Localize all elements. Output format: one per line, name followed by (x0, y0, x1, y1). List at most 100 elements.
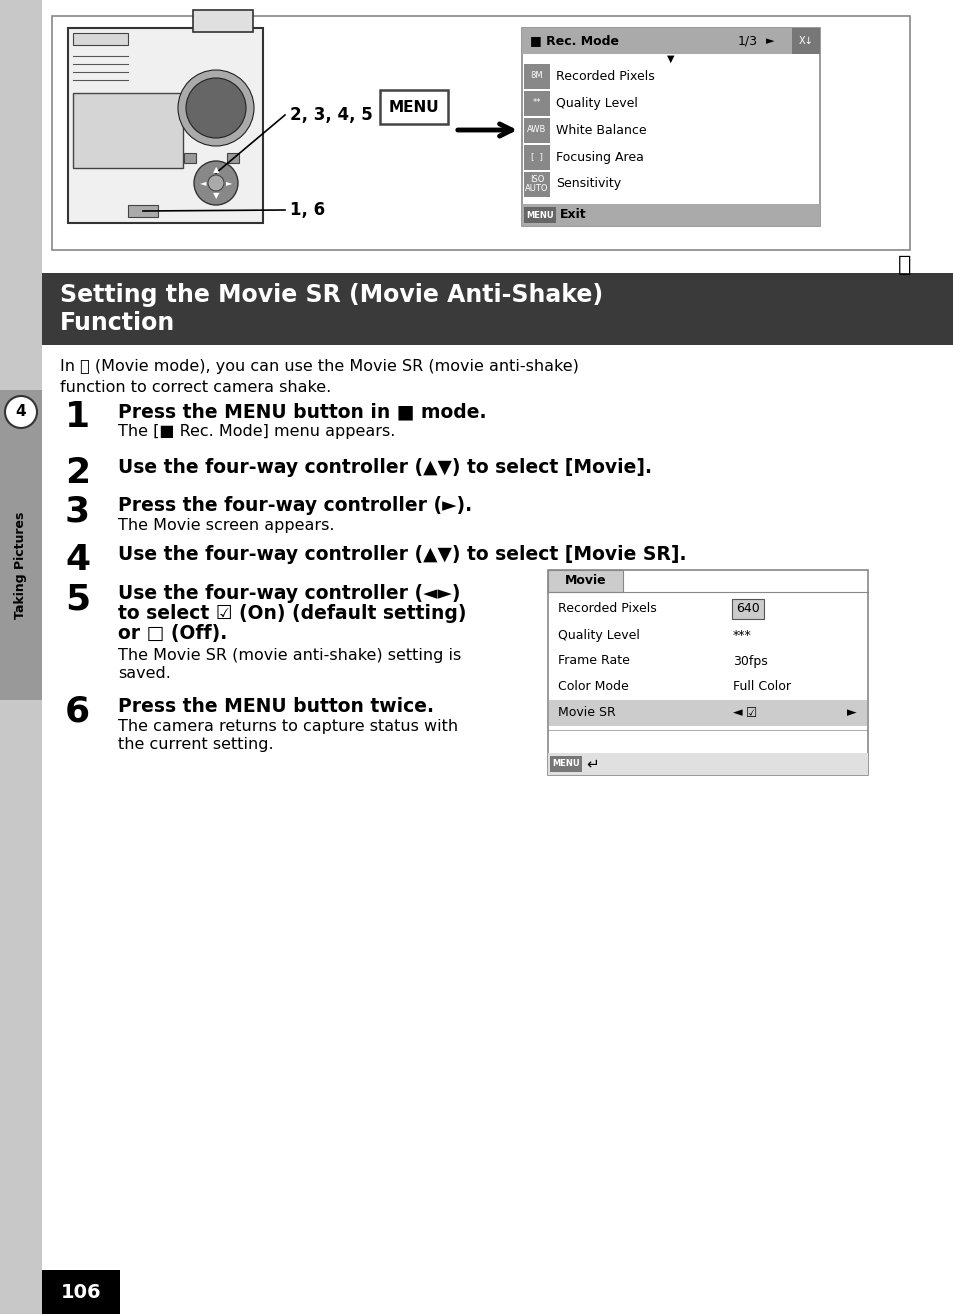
Text: 106: 106 (61, 1282, 101, 1301)
Bar (73, 93, 183, 168)
Text: Use the four-way controller (▲▼) to select [Movie].: Use the four-way controller (▲▼) to sele… (118, 459, 651, 477)
Text: 6: 6 (65, 695, 90, 729)
Text: [  ]: [ ] (531, 152, 542, 162)
Bar (0, 390, 42, 700)
Bar (521, 28, 820, 54)
Text: 🎥: 🎥 (898, 255, 911, 275)
Text: In ⮚ (Movie mode), you can use the Movie SR (movie anti-shake): In ⮚ (Movie mode), you can use the Movie… (60, 360, 578, 374)
Text: Press the MENU button twice.: Press the MENU button twice. (118, 696, 434, 716)
Bar (184, 152, 195, 163)
Text: ▼: ▼ (213, 192, 219, 201)
Text: ***: *** (732, 628, 751, 641)
Text: Quality Level: Quality Level (558, 628, 639, 641)
Bar (523, 172, 550, 197)
Bar (523, 145, 550, 170)
Text: 4: 4 (65, 543, 90, 577)
Text: Recorded Pixels: Recorded Pixels (556, 70, 654, 83)
Bar (547, 570, 622, 593)
Text: Full Color: Full Color (732, 681, 790, 694)
Text: 640: 640 (736, 603, 760, 615)
Text: 2, 3, 4, 5: 2, 3, 4, 5 (290, 106, 373, 124)
Bar (523, 118, 550, 143)
Text: Setting the Movie SR (Movie Anti-Shake): Setting the Movie SR (Movie Anti-Shake) (60, 283, 602, 307)
Text: The Movie screen appears.: The Movie screen appears. (118, 518, 335, 533)
Text: ■ Rec. Mode: ■ Rec. Mode (530, 34, 618, 47)
Text: 1, 6: 1, 6 (290, 201, 325, 219)
Text: Recorded Pixels: Recorded Pixels (558, 603, 656, 615)
Text: Movie: Movie (564, 574, 606, 587)
Text: 4: 4 (15, 405, 27, 419)
Text: X↓: X↓ (798, 35, 813, 46)
Circle shape (204, 96, 228, 120)
Text: 5: 5 (65, 582, 90, 616)
Bar (547, 753, 867, 775)
Text: AWB: AWB (527, 126, 546, 134)
Text: The [■ Rec. Mode] menu appears.: The [■ Rec. Mode] menu appears. (118, 424, 395, 439)
Text: MENU: MENU (388, 100, 438, 114)
Circle shape (193, 162, 237, 205)
Text: 30fps: 30fps (732, 654, 767, 668)
Text: Focusing Area: Focusing Area (556, 151, 643, 163)
Bar (42, 273, 953, 346)
Bar (548, 700, 866, 727)
Text: ▼: ▼ (666, 54, 674, 64)
Text: ☑: ☑ (745, 707, 757, 720)
Text: Press the MENU button in ■ mode.: Press the MENU button in ■ mode. (118, 402, 486, 420)
Text: MENU: MENU (526, 210, 554, 219)
Text: Use the four-way controller (▲▼) to select [Movie SR].: Use the four-way controller (▲▼) to sele… (118, 545, 686, 564)
Text: The Movie SR (movie anti-shake) setting is: The Movie SR (movie anti-shake) setting … (118, 648, 460, 664)
Text: or □ (Off).: or □ (Off). (118, 624, 227, 643)
Text: 3: 3 (65, 494, 90, 528)
Text: Taking Pictures: Taking Pictures (14, 511, 28, 619)
Text: Exit: Exit (559, 209, 586, 222)
Text: ►: ► (765, 35, 774, 46)
Text: MENU: MENU (552, 759, 579, 769)
Text: ►: ► (846, 707, 856, 720)
Bar (523, 208, 556, 223)
Text: The camera returns to capture status with: The camera returns to capture status wit… (118, 719, 457, 735)
Circle shape (186, 78, 246, 138)
Bar (52, 16, 909, 250)
Text: ◄: ◄ (732, 707, 741, 720)
Text: 1/3: 1/3 (738, 34, 758, 47)
Bar (521, 204, 820, 226)
Text: 2: 2 (65, 456, 90, 490)
Bar (731, 599, 763, 619)
Text: **: ** (532, 99, 540, 108)
Bar (523, 91, 550, 116)
Bar (523, 64, 550, 89)
Bar (128, 205, 158, 217)
Text: ►: ► (226, 179, 232, 188)
Bar (193, 11, 253, 32)
Text: ◄: ◄ (199, 179, 206, 188)
Text: White Balance: White Balance (556, 124, 646, 137)
Text: Quality Level: Quality Level (556, 96, 638, 109)
Text: Color Mode: Color Mode (558, 681, 628, 694)
Text: Use the four-way controller (◄►): Use the four-way controller (◄►) (118, 583, 460, 603)
Bar (227, 152, 239, 163)
Bar (550, 756, 581, 773)
Text: ↵: ↵ (585, 757, 598, 771)
Text: Press the four-way controller (►).: Press the four-way controller (►). (118, 495, 472, 515)
Bar (73, 33, 128, 45)
Text: saved.: saved. (118, 666, 171, 681)
Text: Sensitivity: Sensitivity (556, 177, 620, 191)
Bar (68, 28, 263, 223)
Text: the current setting.: the current setting. (118, 737, 274, 752)
Bar (42, 1271, 120, 1314)
Text: Movie SR: Movie SR (558, 707, 615, 720)
Bar (0, 0, 42, 1314)
Text: ISO
AUTO: ISO AUTO (525, 175, 548, 193)
Circle shape (208, 175, 224, 191)
Circle shape (193, 85, 237, 130)
Text: Function: Function (60, 311, 175, 335)
Circle shape (5, 396, 37, 428)
Circle shape (178, 70, 253, 146)
Text: Frame Rate: Frame Rate (558, 654, 629, 668)
Bar (379, 89, 448, 124)
Bar (521, 28, 820, 226)
Text: 1: 1 (65, 399, 90, 434)
Text: ▲: ▲ (213, 166, 219, 175)
Text: function to correct camera shake.: function to correct camera shake. (60, 380, 331, 394)
Bar (547, 570, 867, 775)
